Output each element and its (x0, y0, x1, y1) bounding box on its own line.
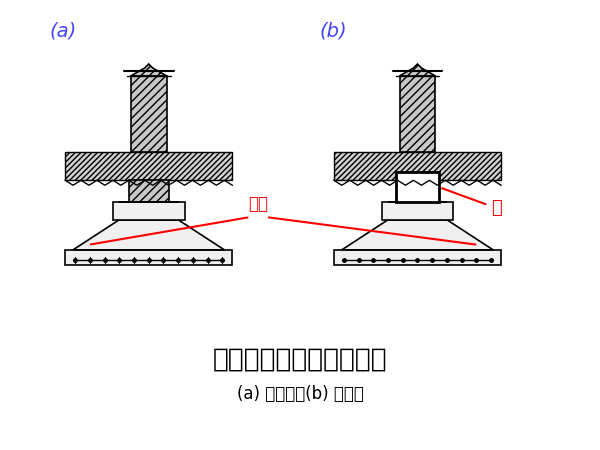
Bar (65, 153, 232, 180)
Bar (113, 202, 185, 220)
Polygon shape (131, 64, 167, 76)
Text: (b): (b) (320, 22, 347, 40)
Polygon shape (400, 64, 436, 76)
Text: (a) 无肋的；(b) 有肋的: (a) 无肋的；(b) 有肋的 (236, 385, 364, 403)
Text: 底板: 底板 (248, 195, 268, 213)
Bar (65, 250, 232, 265)
Bar (129, 180, 169, 202)
Polygon shape (73, 220, 224, 250)
Text: 肋: 肋 (491, 199, 502, 217)
Text: 墙下钢筋混凝土条形基础: 墙下钢筋混凝土条形基础 (212, 346, 388, 372)
Bar (334, 250, 501, 265)
Polygon shape (342, 220, 493, 250)
Bar (395, 172, 439, 202)
Bar (334, 153, 501, 180)
Bar (398, 172, 437, 180)
Bar (382, 202, 453, 220)
Bar (400, 76, 436, 153)
Text: (a): (a) (49, 22, 76, 40)
Bar (131, 76, 167, 153)
